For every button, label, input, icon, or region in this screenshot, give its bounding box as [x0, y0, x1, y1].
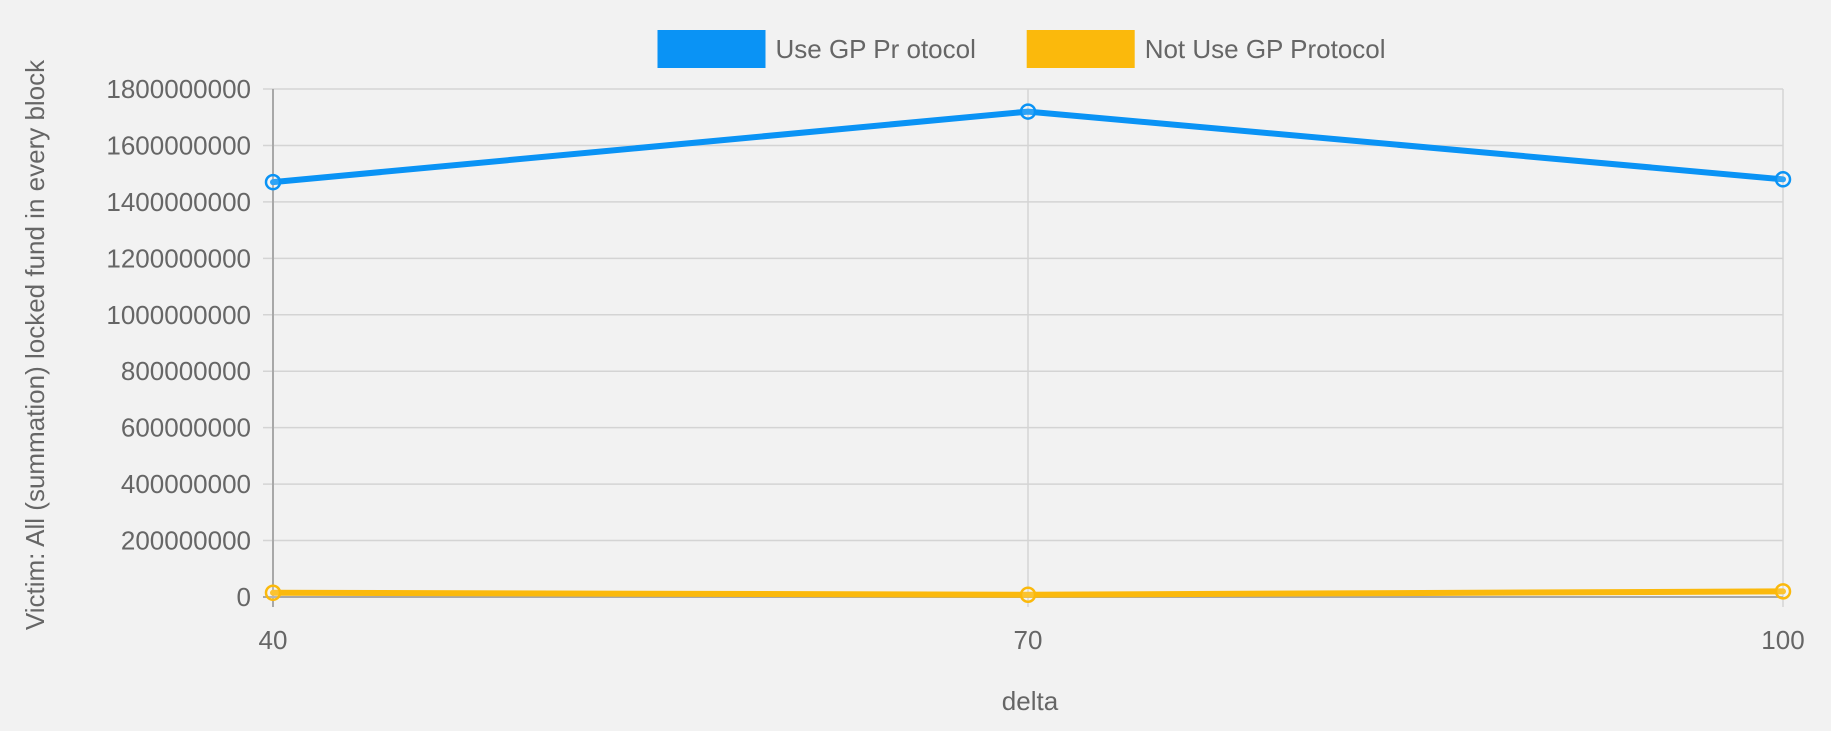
y-tick-label: 200000000 [121, 526, 251, 556]
y-tick-label: 1000000000 [106, 300, 251, 330]
legend[interactable]: Use GP Pr otocol Not Use GP Protocol [657, 30, 1386, 68]
data-point[interactable] [1019, 586, 1037, 603]
y-tick-label: 1800000000 [106, 74, 251, 104]
y-tick-label: 400000000 [121, 469, 251, 499]
x-tick-label: 100 [1761, 625, 1804, 655]
y-tick-label: 600000000 [121, 413, 251, 443]
x-axis-title: delta [1002, 686, 1059, 716]
data-point[interactable] [1774, 171, 1792, 188]
y-tick-label: 800000000 [121, 356, 251, 386]
data-point[interactable] [1019, 103, 1037, 120]
x-tick-label: 70 [1014, 625, 1043, 655]
legend-item[interactable]: Use GP Pr otocol [657, 30, 976, 68]
x-tick-label: 40 [259, 625, 288, 655]
series-lines [264, 103, 1792, 603]
legend-item[interactable]: Not Use GP Protocol [1026, 30, 1386, 68]
legend-label: Not Use GP Protocol [1145, 34, 1386, 64]
y-tick-label: 1400000000 [106, 187, 251, 217]
y-tick-label: 1200000000 [106, 243, 251, 273]
legend-label: Use GP Pr otocol [776, 34, 976, 64]
grid [263, 88, 1784, 607]
y-tick-label: 0 [237, 582, 251, 612]
axes [263, 89, 1783, 607]
x-tick-labels: 40 70 100 [259, 625, 1805, 655]
legend-swatch [657, 30, 766, 68]
series-line-1 [270, 588, 1786, 598]
y-axis-title: Victim: All (summation) locked fund in e… [20, 59, 50, 630]
data-point[interactable] [264, 173, 282, 191]
data-point[interactable] [264, 584, 282, 602]
y-tick-labels: 0 200000000 400000000 600000000 800000000 100… [106, 74, 251, 612]
legend-swatch [1026, 30, 1135, 68]
y-tick-label: 1600000000 [106, 130, 251, 160]
series-line-0 [270, 108, 1786, 186]
data-point[interactable] [1774, 583, 1792, 600]
